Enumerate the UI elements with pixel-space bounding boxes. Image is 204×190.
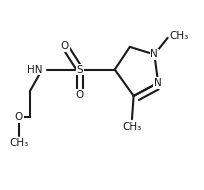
Text: HN: HN <box>27 65 42 74</box>
Text: CH₃: CH₃ <box>122 122 141 132</box>
Text: N: N <box>150 49 157 59</box>
Text: O: O <box>14 112 23 122</box>
Text: O: O <box>60 41 69 51</box>
Text: O: O <box>75 90 84 100</box>
Text: N: N <box>154 78 161 88</box>
Text: CH₃: CH₃ <box>9 138 28 148</box>
Text: CH₃: CH₃ <box>169 31 188 41</box>
Text: S: S <box>76 65 83 74</box>
